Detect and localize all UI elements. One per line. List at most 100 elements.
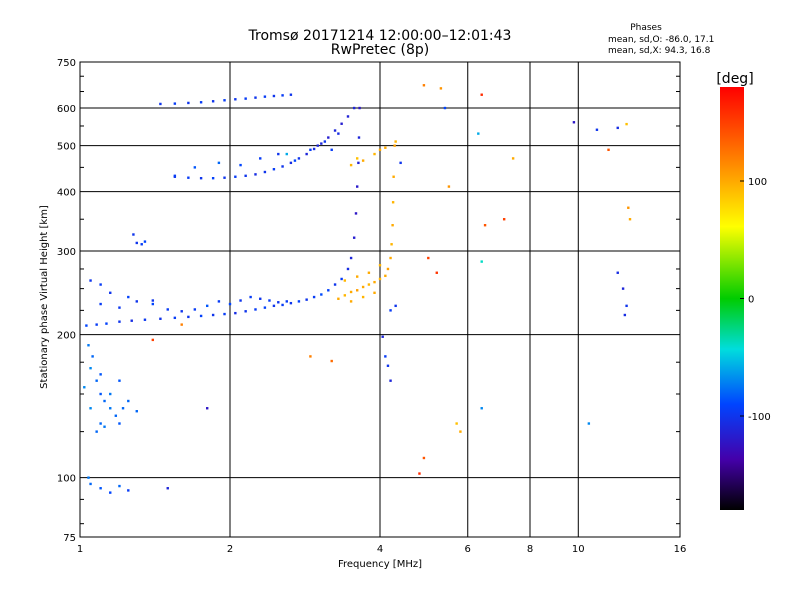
- phase-point: [297, 300, 301, 303]
- phase-point: [89, 407, 92, 410]
- phase-point: [357, 161, 360, 165]
- phase-point: [180, 310, 183, 313]
- phase-point: [118, 422, 121, 425]
- phase-point: [173, 174, 177, 177]
- phase-point: [389, 309, 392, 312]
- colorbar-tick-label: 0: [748, 295, 754, 306]
- phase-point: [211, 313, 215, 317]
- phase-point: [625, 122, 628, 126]
- phase-point: [393, 144, 396, 147]
- phase-point: [199, 314, 203, 318]
- colorbar-ticks: 100 0 -100: [740, 177, 771, 423]
- phase-point: [259, 297, 262, 300]
- phase-point: [205, 304, 209, 308]
- phase-point: [340, 122, 343, 125]
- phase-point: [234, 98, 237, 101]
- phase-point: [480, 260, 483, 263]
- phase-point: [378, 264, 382, 267]
- phase-point: [607, 148, 610, 152]
- phase-point: [361, 285, 365, 289]
- phase-point: [263, 306, 267, 309]
- phase-point: [121, 407, 125, 410]
- y-tick-label: 750: [57, 58, 76, 69]
- phase-point: [349, 163, 353, 167]
- y-tick-label: 200: [57, 331, 76, 342]
- phase-point: [289, 301, 293, 305]
- phase-point: [95, 430, 98, 433]
- phase-point: [199, 177, 203, 180]
- phase-point: [211, 177, 215, 180]
- phase-point: [281, 303, 284, 307]
- phase-point: [361, 159, 365, 162]
- phase-point: [85, 324, 88, 327]
- data-points: [83, 84, 632, 494]
- phase-point: [305, 298, 308, 301]
- phase-point: [151, 302, 155, 306]
- phase-point: [254, 96, 257, 99]
- phase-point: [289, 161, 293, 165]
- phase-point: [130, 319, 133, 322]
- phase-point: [511, 157, 515, 160]
- x-axis-ticks: 1 2 4 6 8 10 16: [77, 544, 687, 555]
- phase-point: [391, 224, 394, 227]
- phase-point: [159, 317, 162, 320]
- phase-point: [277, 301, 280, 304]
- phase-point: [293, 159, 297, 162]
- phase-point: [399, 161, 402, 165]
- phase-point: [355, 185, 359, 188]
- colorbar-tick-label: -100: [748, 412, 771, 423]
- phase-point: [272, 304, 276, 308]
- phase-point: [159, 102, 162, 106]
- phase-point: [217, 161, 221, 165]
- phase-point: [151, 299, 155, 302]
- phase-point: [346, 115, 350, 118]
- y-tick-label: 600: [57, 104, 76, 115]
- grid-lines: [80, 62, 680, 537]
- phase-point: [333, 283, 337, 286]
- phase-point: [439, 87, 443, 90]
- phase-point: [89, 366, 92, 370]
- phase-point: [285, 300, 288, 303]
- phase-point: [316, 144, 319, 147]
- phase-point: [103, 399, 106, 403]
- phase-point: [386, 364, 390, 367]
- phase-point: [355, 275, 359, 278]
- phase-point: [193, 308, 197, 311]
- phase-point: [99, 392, 102, 396]
- phase-point: [109, 491, 112, 494]
- phase-point: [127, 489, 130, 492]
- y-tick-label: 300: [57, 247, 76, 258]
- phase-point: [312, 295, 316, 299]
- y-axis-label: Stationary phase Virtual Height [km]: [39, 205, 50, 389]
- phase-point: [435, 271, 438, 274]
- phase-point: [140, 243, 143, 246]
- chart-subtitle: RwPretec (8p): [331, 42, 429, 58]
- phase-point: [103, 425, 106, 428]
- phase-point: [263, 170, 267, 174]
- phase-point: [349, 290, 353, 294]
- phase-point: [254, 173, 257, 176]
- phase-point: [616, 271, 619, 274]
- phase-point: [285, 152, 288, 156]
- phase-point: [327, 136, 330, 139]
- x-tick-label: 4: [377, 544, 383, 555]
- phase-point: [272, 94, 276, 98]
- phase-point: [386, 267, 390, 271]
- x-tick-label: 10: [572, 544, 585, 555]
- phase-point: [109, 392, 112, 396]
- phase-point: [95, 379, 98, 382]
- phase-point: [352, 236, 356, 239]
- phase-point: [330, 148, 333, 152]
- phase-point: [355, 289, 359, 292]
- phase-point: [355, 157, 359, 160]
- phase-point: [443, 106, 447, 110]
- phase-point: [343, 294, 347, 297]
- phase-point: [390, 243, 393, 246]
- phase-point: [105, 322, 108, 325]
- x-tick-label: 8: [527, 544, 533, 555]
- phase-point: [354, 212, 358, 215]
- phase-point: [502, 218, 506, 221]
- y-tick-label: 75: [63, 533, 76, 544]
- phase-point: [109, 407, 112, 410]
